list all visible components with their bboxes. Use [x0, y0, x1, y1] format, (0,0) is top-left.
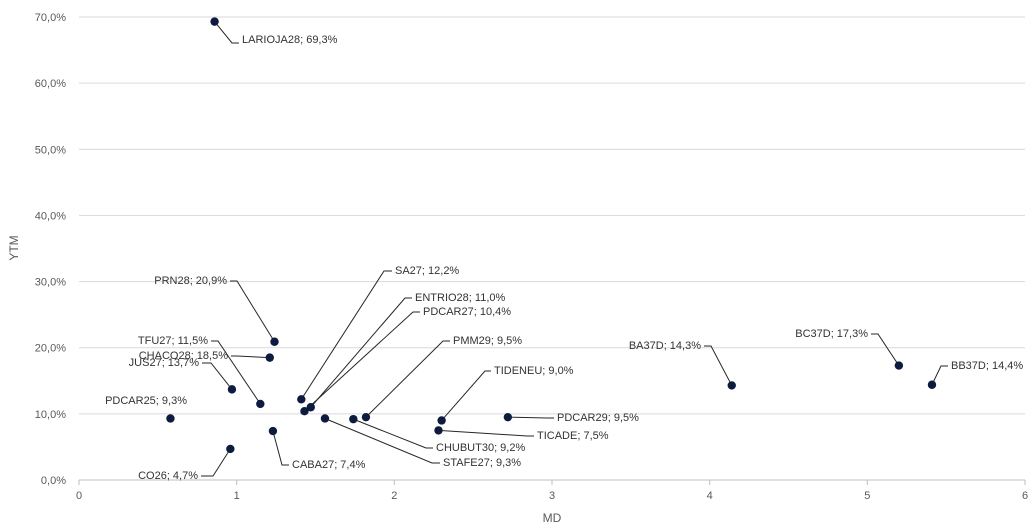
data-point: [268, 426, 278, 436]
data-point: [270, 337, 279, 346]
data-point: [349, 414, 358, 424]
data-points: [166, 17, 937, 454]
data-label: LARIOJA28; 69,3%: [242, 34, 338, 46]
leader-line: [704, 345, 733, 386]
data-label: PMM29; 9,5%: [453, 335, 522, 347]
data-point: [306, 403, 315, 412]
data-label: ENTRIO28; 11,0%: [415, 292, 505, 304]
leader-line: [310, 297, 412, 408]
x-tick-label: 4: [707, 490, 713, 502]
leader-line: [324, 418, 440, 464]
y-tick-label: 70,0%: [35, 12, 66, 24]
leader-line: [231, 355, 270, 359]
data-label: BA37D; 14,3%: [629, 340, 701, 352]
data-point: [361, 412, 371, 422]
data-label: CHACO28; 18,5%: [139, 350, 228, 362]
data-label: JUS27; 13,7%: [129, 357, 200, 369]
axes: YTM MD 0,0% 10,0% 20,0% 30,0% 40,0% 50,0% 60,0…: [7, 12, 1028, 525]
data-point: [265, 353, 274, 362]
data-label: BB37D; 14,4%: [951, 360, 1023, 372]
leader-line: [202, 362, 233, 390]
data-label: BC37D; 17,3%: [795, 328, 868, 340]
data-point: [226, 444, 235, 454]
x-tick-label: 5: [864, 490, 870, 502]
leader-line: [353, 418, 433, 449]
y-tick-label: 40,0%: [35, 210, 66, 222]
data-point: [437, 416, 446, 425]
y-tick-label: 0,0%: [41, 475, 66, 487]
leader-line: [230, 280, 275, 343]
data-labels: LARIOJA28; 69,3% PRN28; 20,9% CHACO28; 18,…: [105, 34, 1023, 482]
data-label: CABA27; 7,4%: [292, 459, 366, 471]
x-tick-label: 2: [391, 490, 397, 502]
data-point: [894, 361, 904, 370]
x-tick-label: 1: [234, 490, 240, 502]
leader-line: [365, 340, 450, 418]
leader-line: [214, 21, 239, 44]
leader-line: [931, 365, 948, 385]
data-point: [503, 412, 513, 422]
data-point: [434, 426, 443, 435]
leader-line: [304, 311, 420, 412]
data-label: PDCAR25; 9,3%: [105, 395, 187, 407]
data-label: TIDENEU; 9,0%: [494, 365, 574, 377]
data-label: STAFE27; 9,3%: [443, 457, 521, 469]
x-tick-label: 3: [549, 490, 555, 502]
data-label: CO26; 4,7%: [138, 470, 198, 482]
data-label: TFU27; 11,5%: [138, 335, 208, 347]
y-tick-label: 20,0%: [35, 343, 66, 355]
y-tick-label: 30,0%: [35, 277, 66, 289]
leader-line: [441, 370, 491, 421]
data-point: [297, 395, 306, 404]
leader-line: [211, 340, 261, 405]
data-point: [256, 399, 265, 409]
x-tick-label: 6: [1022, 490, 1028, 502]
y-tick-label: 10,0%: [35, 409, 66, 421]
x-axis-title: MD: [543, 511, 562, 525]
label-leader-lines: [201, 21, 948, 477]
data-point: [320, 414, 330, 423]
data-label: TICADE; 7,5%: [537, 430, 609, 442]
data-point: [210, 17, 219, 26]
data-label: PDCAR29; 9,5%: [557, 412, 639, 424]
data-label: CHUBUT30; 9,2%: [436, 442, 525, 454]
leader-line: [300, 270, 392, 400]
data-point: [166, 414, 175, 423]
leader-line: [272, 430, 289, 466]
data-label: SA27; 12,2%: [395, 265, 459, 277]
leader-line: [871, 333, 900, 366]
x-tick-label: 0: [76, 490, 82, 502]
leader-line: [507, 416, 554, 419]
leader-line: [438, 429, 534, 437]
gridlines: [79, 16, 1025, 415]
y-tick-label: 60,0%: [35, 78, 66, 90]
data-label: PRN28; 20,9%: [154, 275, 227, 287]
data-point: [300, 407, 309, 416]
y-axis-title: YTM: [7, 235, 21, 260]
data-point: [227, 385, 237, 394]
data-point: [727, 381, 736, 390]
leader-line: [201, 448, 231, 477]
y-tick-label: 50,0%: [35, 144, 66, 156]
data-point: [927, 380, 937, 389]
data-label: PDCAR27; 10,4%: [423, 306, 511, 318]
